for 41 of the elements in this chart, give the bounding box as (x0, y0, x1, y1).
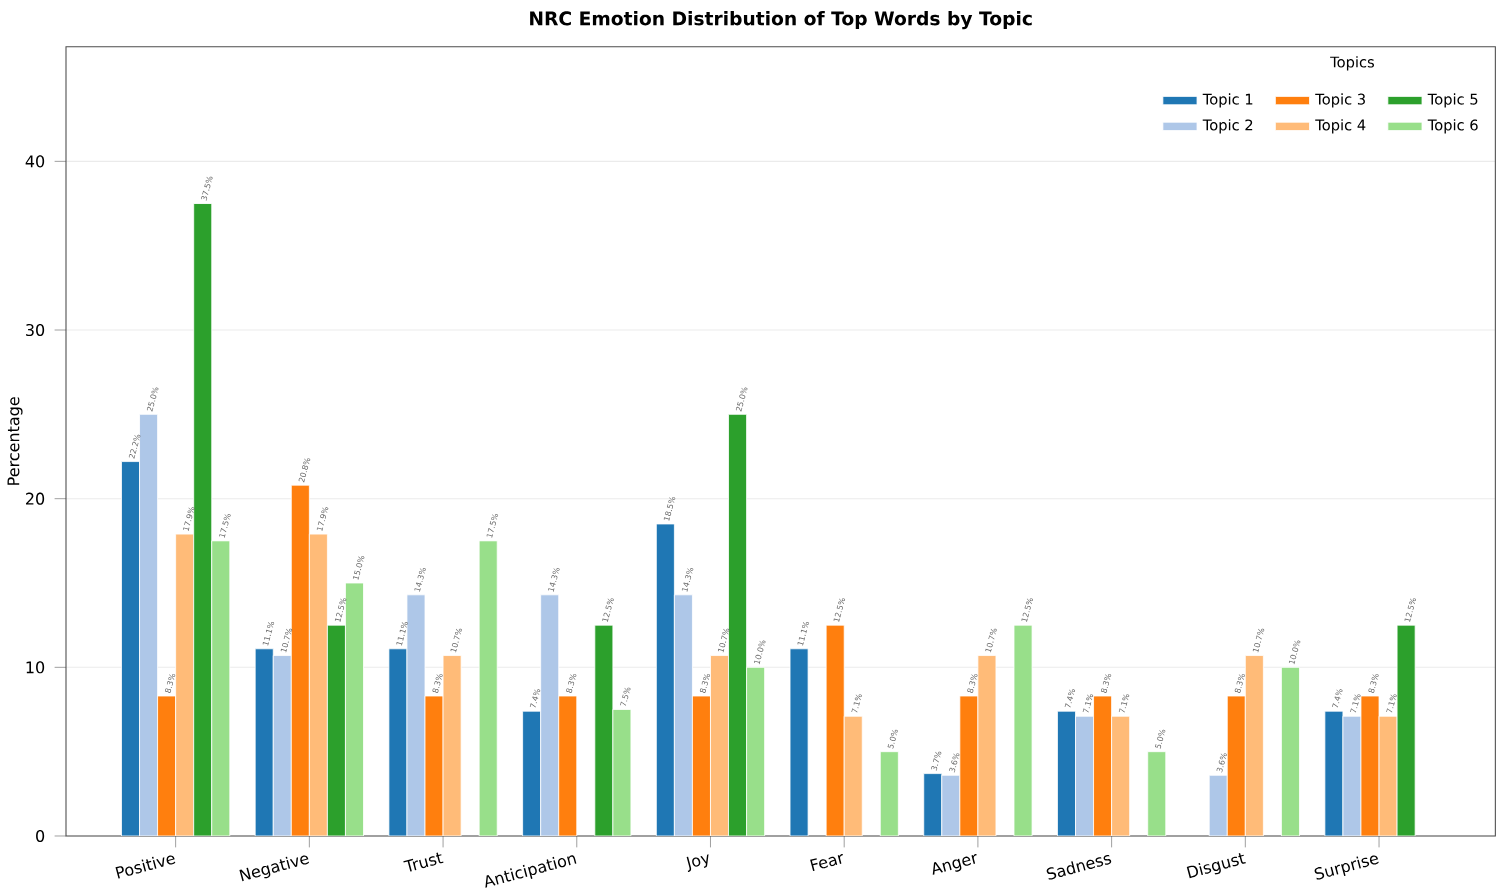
y-tick-label: 0 (36, 829, 45, 843)
bar (175, 533, 195, 836)
bar (1208, 774, 1228, 836)
bar (1147, 751, 1167, 836)
y-axis-title: Percentage (7, 397, 23, 485)
bar (879, 751, 899, 836)
bar (941, 774, 961, 836)
x-tick-label: Sadness (1046, 855, 1112, 880)
bar (139, 413, 158, 836)
x-tick-label: Fear (810, 853, 844, 872)
x-tick-label: Disgust (1186, 853, 1246, 879)
bar (345, 582, 364, 836)
bar (478, 540, 498, 836)
bar (308, 533, 328, 836)
x-tick-label: Trust (403, 852, 444, 872)
bar (540, 594, 560, 836)
chart-title: NRC Emotion Distribution of Top Words by Topic (530, 11, 1032, 30)
y-tick-label: 30 (26, 323, 45, 337)
bar (1075, 715, 1094, 836)
y-tick-label: 40 (25, 155, 45, 168)
y-tick-label: 20 (26, 492, 45, 505)
x-tick-label: Joy (686, 854, 709, 873)
bar (789, 648, 809, 836)
bar (1281, 666, 1300, 836)
bar (728, 413, 747, 836)
bar (1111, 715, 1131, 836)
bar (1244, 655, 1264, 836)
bar (673, 594, 693, 836)
bar (193, 203, 213, 836)
x-tick-label: Negative (239, 855, 309, 882)
bar (594, 624, 614, 836)
bar (746, 666, 766, 836)
bar (710, 655, 729, 836)
bar (272, 655, 292, 836)
y-tick-label: 10 (26, 661, 45, 674)
bar (843, 715, 863, 836)
bar (327, 624, 346, 836)
bar (211, 540, 231, 836)
x-tick-label: Positive (115, 855, 176, 879)
x-tick-label: Anger (932, 853, 977, 875)
x-tick-label: Surprise (1314, 855, 1379, 880)
